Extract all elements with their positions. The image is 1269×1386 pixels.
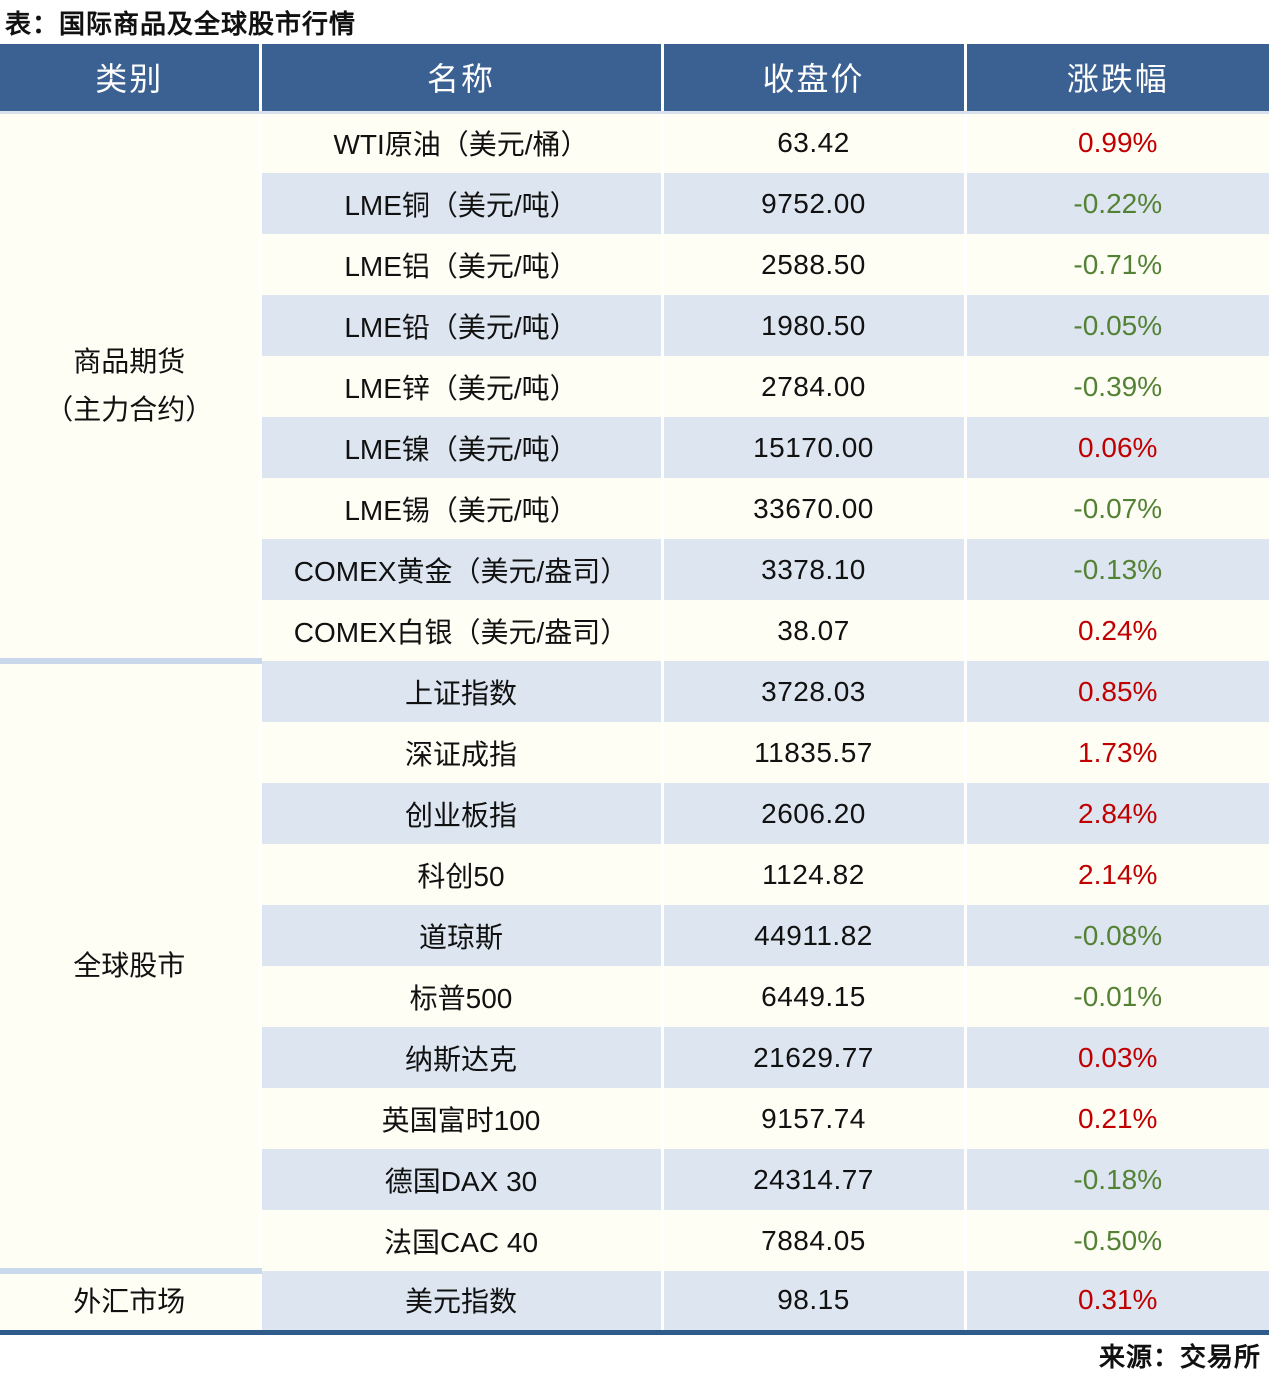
close-price: 9157.74 — [660, 1088, 965, 1149]
table-row: LME铝（美元/吨） 2588.50 -0.71% — [0, 234, 1269, 295]
instrument-name: 深证成指 — [258, 722, 662, 783]
change-percent: 0.85% — [963, 661, 1269, 722]
col-header-name: 名称 — [258, 44, 662, 114]
instrument-name: 德国DAX 30 — [258, 1149, 662, 1210]
table-row: 科创50 1124.82 2.14% — [0, 844, 1269, 905]
close-price: 98.15 — [660, 1271, 965, 1332]
change-percent: 2.84% — [963, 783, 1269, 844]
col-header-category: 类别 — [0, 44, 260, 114]
table-row: 标普500 6449.15 -0.01% — [0, 966, 1269, 1027]
table-row: 英国富时100 9157.74 0.21% — [0, 1088, 1269, 1149]
table-row: 纳斯达克 21629.77 0.03% — [0, 1027, 1269, 1088]
category-cell: 外汇市场 — [0, 1268, 262, 1332]
instrument-name: WTI原油（美元/桶） — [258, 112, 662, 173]
instrument-name: 法国CAC 40 — [258, 1210, 662, 1271]
change-percent: -0.13% — [963, 539, 1269, 600]
table-row: LME锌（美元/吨） 2784.00 -0.39% — [0, 356, 1269, 417]
page-title: 表：国际商品及全球股市行情 — [5, 9, 357, 39]
instrument-name: 美元指数 — [258, 1271, 662, 1332]
instrument-name: LME锡（美元/吨） — [258, 478, 662, 539]
instrument-name: 英国富时100 — [258, 1088, 662, 1149]
close-price: 24314.77 — [660, 1149, 965, 1210]
close-price: 63.42 — [660, 112, 965, 173]
change-percent: -0.08% — [963, 905, 1269, 966]
instrument-name: COMEX白银（美元/盎司） — [258, 600, 662, 661]
instrument-name: 纳斯达克 — [258, 1027, 662, 1088]
change-percent: -0.71% — [963, 234, 1269, 295]
close-price: 1980.50 — [660, 295, 965, 356]
close-price: 3378.10 — [660, 539, 965, 600]
change-percent: -0.22% — [963, 173, 1269, 234]
close-price: 15170.00 — [660, 417, 965, 478]
instrument-name: 上证指数 — [258, 661, 662, 722]
change-percent: 0.99% — [963, 112, 1269, 173]
table-row: LME镍（美元/吨） 15170.00 0.06% — [0, 417, 1269, 478]
close-price: 3728.03 — [660, 661, 965, 722]
source-note: 来源：交易所 — [1098, 1341, 1261, 1372]
close-price: 44911.82 — [660, 905, 965, 966]
instrument-name: LME铜（美元/吨） — [258, 173, 662, 234]
table-row: 全球股市 上证指数 3728.03 0.85% — [0, 658, 1269, 1271]
close-price: 33670.00 — [660, 478, 965, 539]
instrument-name: 道琼斯 — [258, 905, 662, 966]
change-percent: -0.07% — [963, 478, 1269, 539]
close-price: 6449.15 — [660, 966, 965, 1027]
instrument-name: 创业板指 — [258, 783, 662, 844]
change-percent: -0.50% — [963, 1210, 1269, 1271]
change-percent: 0.31% — [963, 1271, 1269, 1332]
market-table: 类别 名称 收盘价 涨跌幅 商品期货 （主力合约） WTI原油（美元/桶） 63.4… — [0, 44, 1269, 1335]
instrument-name: 科创50 — [258, 844, 662, 905]
table-row: COMEX白银（美元/盎司） 38.07 0.24% — [0, 600, 1269, 661]
close-price: 1124.82 — [660, 844, 965, 905]
col-header-close: 收盘价 — [660, 44, 965, 114]
table-row: 法国CAC 40 7884.05 -0.50% — [0, 1210, 1269, 1271]
table-header-row: 类别 名称 收盘价 涨跌幅 — [0, 44, 1269, 114]
change-percent: 0.03% — [963, 1027, 1269, 1088]
category-cell: 商品期货 （主力合约） — [0, 112, 262, 661]
change-percent: -0.18% — [963, 1149, 1269, 1210]
table-body: 商品期货 （主力合约） WTI原油（美元/桶） 63.42 0.99% LME铜（美元/… — [0, 112, 1269, 1332]
table-row: LME铜（美元/吨） 9752.00 -0.22% — [0, 173, 1269, 234]
instrument-name: 标普500 — [258, 966, 662, 1027]
change-percent: 0.21% — [963, 1088, 1269, 1149]
change-percent: 2.14% — [963, 844, 1269, 905]
table-row: 德国DAX 30 24314.77 -0.18% — [0, 1149, 1269, 1210]
change-percent: 1.73% — [963, 722, 1269, 783]
close-price: 7884.05 — [660, 1210, 965, 1271]
instrument-name: COMEX黄金（美元/盎司） — [258, 539, 662, 600]
table-row: 外汇市场 美元指数 98.15 0.31% — [0, 1268, 1269, 1332]
instrument-name: LME镍（美元/吨） — [258, 417, 662, 478]
table-row: 创业板指 2606.20 2.84% — [0, 783, 1269, 844]
close-price: 2606.20 — [660, 783, 965, 844]
table-row: 道琼斯 44911.82 -0.08% — [0, 905, 1269, 966]
table-row: 商品期货 （主力合约） WTI原油（美元/桶） 63.42 0.99% — [0, 112, 1269, 661]
instrument-name: LME锌（美元/吨） — [258, 356, 662, 417]
close-price: 2784.00 — [660, 356, 965, 417]
change-percent: 0.24% — [963, 600, 1269, 661]
table-header: 类别 名称 收盘价 涨跌幅 — [0, 44, 1269, 114]
change-percent: -0.01% — [963, 966, 1269, 1027]
instrument-name: LME铅（美元/吨） — [258, 295, 662, 356]
table-row: COMEX黄金（美元/盎司） 3378.10 -0.13% — [0, 539, 1269, 600]
close-price: 11835.57 — [660, 722, 965, 783]
table-row: 深证成指 11835.57 1.73% — [0, 722, 1269, 783]
category-cell: 全球股市 — [0, 658, 262, 1271]
instrument-name: LME铝（美元/吨） — [258, 234, 662, 295]
close-price: 21629.77 — [660, 1027, 965, 1088]
change-percent: -0.39% — [963, 356, 1269, 417]
table-row: LME锡（美元/吨） 33670.00 -0.07% — [0, 478, 1269, 539]
close-price: 38.07 — [660, 600, 965, 661]
change-percent: 0.06% — [963, 417, 1269, 478]
table-row: LME铅（美元/吨） 1980.50 -0.05% — [0, 295, 1269, 356]
close-price: 9752.00 — [660, 173, 965, 234]
close-price: 2588.50 — [660, 234, 965, 295]
col-header-change: 涨跌幅 — [963, 44, 1269, 114]
change-percent: -0.05% — [963, 295, 1269, 356]
